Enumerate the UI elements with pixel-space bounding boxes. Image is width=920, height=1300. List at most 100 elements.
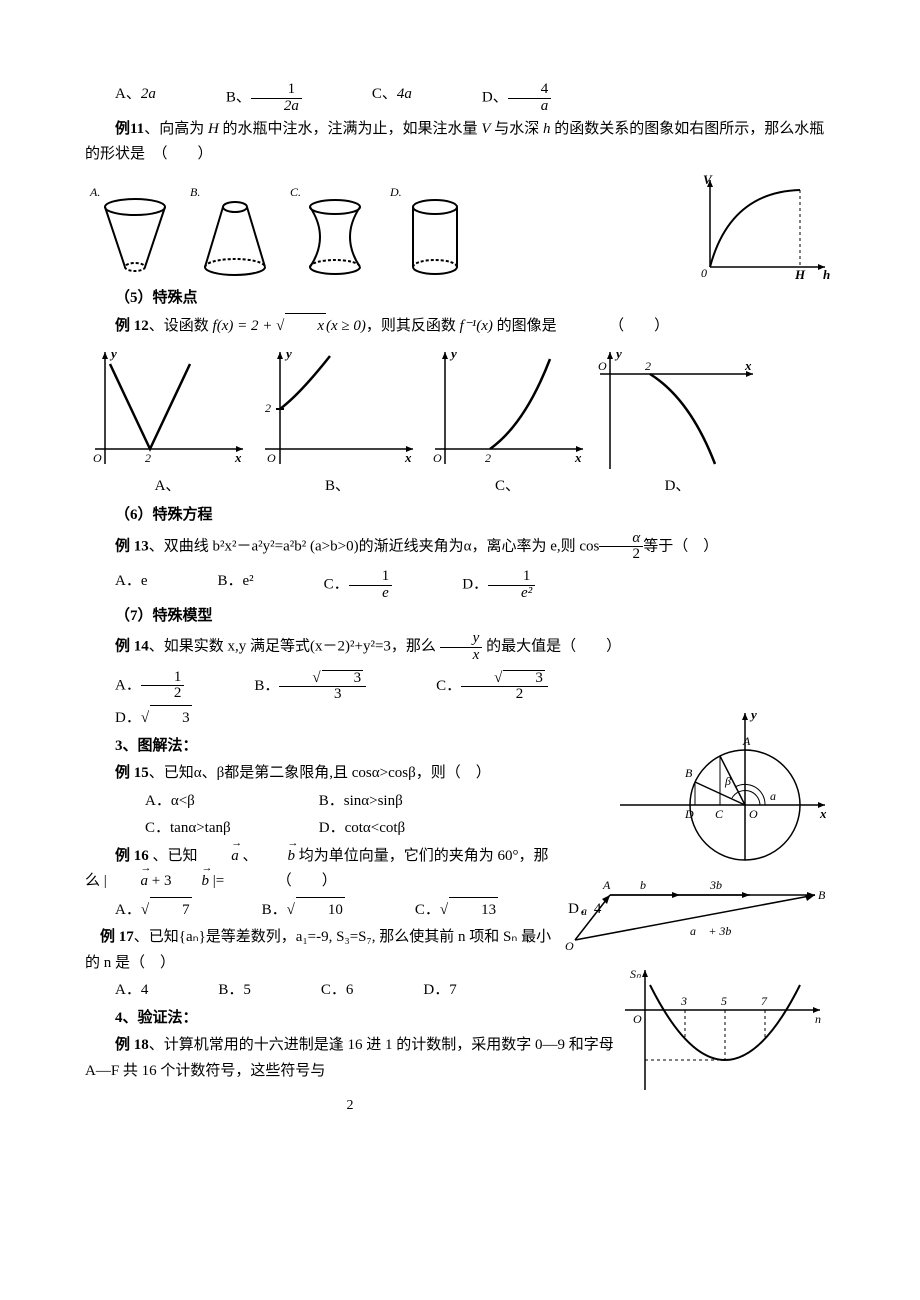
q13-num: α	[599, 531, 643, 548]
q12-letter-d: D、	[595, 474, 760, 500]
q14-num: y	[440, 631, 483, 648]
q17-text: 、已知{aₙ}是等差数列，a₁=-9, S₃=S₇, 那么使其前 n 项和 Sₙ…	[85, 929, 551, 971]
q12-label: 例 12	[115, 318, 149, 334]
q15d-C: C	[715, 807, 724, 821]
q13-text: 、双曲线 b²x²－a²y²=a²b² (a>b>0)的渐近线夹角为α，离心率为…	[149, 538, 600, 554]
q11-axis-h: h	[823, 267, 830, 282]
q11-graph: V h H 0	[695, 172, 835, 282]
q15d-a: a	[770, 789, 776, 803]
q14-c-den: 2	[461, 687, 548, 703]
q11-axis-H: H	[794, 267, 806, 282]
q17-diagram: Sₙ O n 3 5 7	[615, 960, 835, 1100]
q16-expr: a	[111, 869, 149, 895]
q14-label: 例 14	[115, 639, 149, 655]
q14-b-rad: 3	[322, 670, 364, 687]
q11-figures: A. B. C. D.	[85, 172, 835, 282]
q11-fig-d: D.	[385, 182, 475, 282]
q12b-2: 2	[265, 401, 271, 415]
q16-b-rad: 10	[296, 897, 345, 924]
q12c-x: x	[574, 450, 582, 465]
q13-c-num: 1	[349, 569, 393, 586]
q15d-A: A	[742, 734, 751, 748]
q14-b-den: 3	[279, 687, 366, 703]
q17d-3: 3	[680, 994, 687, 1008]
q16d-B: B	[818, 888, 826, 902]
q12d-y: y	[614, 346, 622, 361]
q10-choice-d: D、4a	[452, 82, 551, 115]
q14-den: x	[440, 648, 483, 664]
q16-b-pre: B．	[262, 902, 287, 918]
q12-sqrt: x	[285, 313, 326, 340]
q16-a-rad: 7	[150, 897, 192, 924]
svg-text:β: β	[724, 774, 731, 788]
q17d-n: n	[815, 1012, 821, 1026]
q12-t1: 、设函数	[149, 318, 213, 334]
q14-b: B．33	[224, 670, 366, 704]
q11-label: 例11	[115, 121, 144, 137]
q17-b: B．5	[188, 978, 251, 1004]
q11-H: H	[208, 121, 219, 137]
q15d-D: D	[684, 807, 694, 821]
q12-letter-c: C、	[425, 474, 590, 500]
section-7: （7）特殊模型	[85, 604, 835, 630]
q17-c: C．6	[291, 978, 354, 1004]
q12-finv: f⁻¹(x)	[460, 318, 493, 334]
q13-d-den: e²	[488, 586, 535, 602]
q12d-x: x	[744, 358, 752, 373]
q16-cc: C．13	[385, 897, 498, 924]
q11-fig-a: A.	[85, 182, 175, 282]
q10-choice-a: A、2a	[85, 82, 156, 115]
svg-text:3b⃗: 3b⃗	[709, 878, 731, 892]
q10-b-den: 2a	[251, 99, 302, 115]
q15d-O: O	[749, 807, 758, 821]
q18-text: 、计算机常用的十六进制是逢 16 进 1 的计数制，采用数字 0—9 和字母 A…	[85, 1037, 614, 1079]
q14-b-pre: B．	[254, 678, 279, 694]
q12-letter-a: A、	[85, 474, 250, 500]
q17d-O: O	[633, 1012, 642, 1026]
q10-d-num: 4	[508, 82, 552, 99]
svg-text:a⃗ + 3b⃗: a⃗ + 3b⃗	[690, 924, 741, 938]
q14-text: 、如果实数 x,y 满足等式(x－2)²+y²=3，那么	[149, 639, 440, 655]
q11-letter-b: B.	[190, 185, 200, 199]
q11-letter-a: A.	[89, 185, 100, 199]
q13-a: A．e	[85, 569, 148, 602]
q11-stem: 例11、向高为 H 的水瓶中注水，注满为止，如果注水量 V 与水深 h 的函数关…	[85, 117, 835, 168]
q17-d: D．7	[393, 978, 456, 1004]
q10-b-num: 1	[251, 82, 302, 99]
q15-label: 例 15	[115, 765, 149, 781]
q14-c-rad: 3	[503, 670, 545, 687]
q15-diagram: A B C D O a x y β	[615, 705, 835, 865]
q10-a-val: 2a	[141, 86, 156, 102]
q13-c-pre: C．	[324, 577, 349, 593]
q17d-5: 5	[721, 994, 727, 1008]
q12-fx: f(x) = 2 +	[213, 318, 277, 334]
q16-c-rad: 13	[449, 897, 498, 924]
q15-a: A．α<β	[115, 789, 315, 815]
q14-a-num: 1	[141, 670, 185, 687]
q15-b: B．sinα>sinβ	[319, 793, 403, 809]
q12-fig-c: O 2 x y C、	[425, 344, 590, 500]
q14-a-pre: A．	[115, 677, 141, 693]
q12-t2: ，则其反函数	[366, 318, 460, 334]
q16-cd: D．4	[538, 897, 601, 924]
q13-c-den: e	[349, 586, 393, 602]
q14-tail: 的最大值是（ ）	[482, 639, 621, 655]
section-5: （5）特殊点	[85, 286, 835, 312]
q17d-Sn: Sₙ	[630, 967, 641, 981]
q12d-O: O	[598, 359, 607, 373]
q11-letter-d: D.	[389, 185, 402, 199]
q14-choices-1: A．12 B．33 C．32	[85, 670, 835, 704]
q12c-2: 2	[485, 451, 491, 465]
q16-a-pre: A．	[115, 902, 141, 918]
q13-stem: 例 13、双曲线 b²x²－a²y²=a²b² (a>b>0)的渐近线夹角为α，…	[85, 531, 835, 564]
q16-b2: b	[171, 869, 209, 895]
q16-bar: |= （ ）	[209, 873, 337, 889]
q16d-O: O	[565, 939, 574, 953]
q15d-B: B	[685, 766, 693, 780]
svg-text:b⃗: b⃗	[640, 878, 655, 892]
q14-a-den: 2	[141, 686, 185, 702]
q12-dom: (x ≥ 0)	[326, 318, 366, 334]
right-figures: A B C D O a x y β	[615, 705, 835, 865]
q16d-A: A	[602, 878, 611, 892]
q13-d: D．1e²	[432, 569, 535, 602]
